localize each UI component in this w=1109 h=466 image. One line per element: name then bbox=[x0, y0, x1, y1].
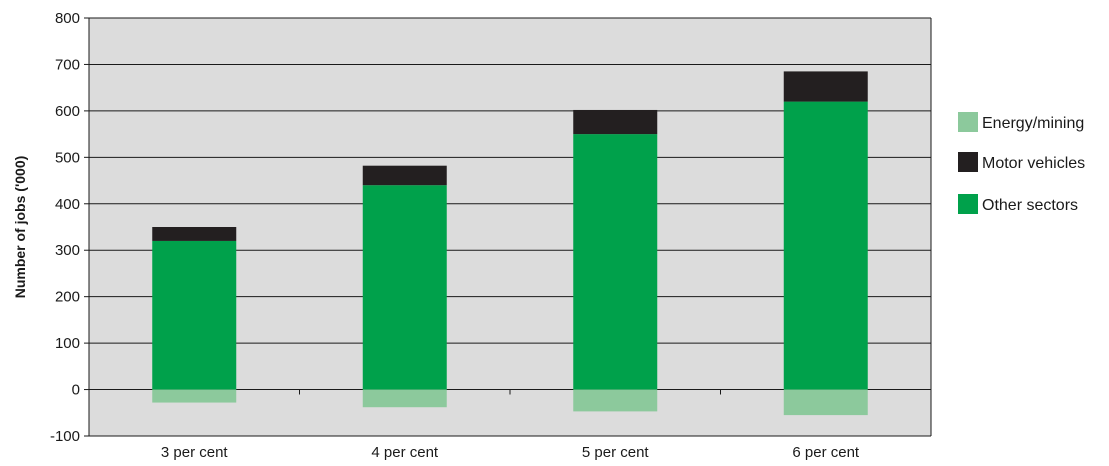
legend-label: Other sectors bbox=[982, 197, 1078, 214]
x-tick-label: 5 per cent bbox=[582, 444, 650, 461]
bar-segment-motor-vehicles bbox=[362, 165, 447, 186]
bar-segment-energy-mining bbox=[573, 389, 658, 412]
tick-labels: -100 0 100 200 300 400 500 600 700 800 3 per cent 4… bbox=[50, 10, 860, 461]
legend-swatch-motor-vehicles bbox=[958, 152, 978, 172]
bar-segment-motor-vehicles bbox=[573, 109, 658, 135]
bar-segment-motor-vehicles bbox=[152, 227, 237, 241]
legend-label: Motor vehicles bbox=[982, 155, 1085, 172]
bar-segment-motor-vehicles bbox=[783, 71, 868, 102]
y-tick-label: 800 bbox=[55, 10, 80, 27]
bars bbox=[152, 71, 868, 416]
y-tick-label: 700 bbox=[55, 56, 80, 73]
bar-segment-other-sectors bbox=[152, 240, 237, 390]
x-tick-label: 3 per cent bbox=[161, 444, 229, 461]
bar-segment-energy-mining bbox=[152, 389, 237, 403]
y-tick-label: 400 bbox=[55, 196, 80, 213]
bar-segment-other-sectors bbox=[362, 185, 447, 390]
bar-segment-other-sectors bbox=[573, 134, 658, 390]
y-tick-label: 0 bbox=[72, 382, 80, 399]
y-tick-label: 500 bbox=[55, 149, 80, 166]
y-tick-label: 100 bbox=[55, 335, 80, 352]
x-tick-label: 4 per cent bbox=[371, 444, 439, 461]
y-tick-label: -100 bbox=[50, 428, 80, 445]
legend-swatch-energy-mining bbox=[958, 112, 978, 132]
y-axis-title: Number of jobs ('000) bbox=[12, 156, 28, 299]
y-tick-label: 600 bbox=[55, 103, 80, 120]
bar-segment-other-sectors bbox=[783, 101, 868, 390]
y-tick-label: 200 bbox=[55, 289, 80, 306]
legend-label: Energy/mining bbox=[982, 115, 1084, 132]
bar-segment-energy-mining bbox=[362, 389, 447, 408]
legend-swatch-other-sectors bbox=[958, 194, 978, 214]
x-tick-label: 6 per cent bbox=[792, 444, 860, 461]
axes bbox=[84, 17, 932, 437]
bar-segment-energy-mining bbox=[783, 389, 868, 416]
y-tick-label: 300 bbox=[55, 242, 80, 259]
legend: Energy/mining Motor vehicles Other sectors bbox=[958, 112, 1085, 214]
